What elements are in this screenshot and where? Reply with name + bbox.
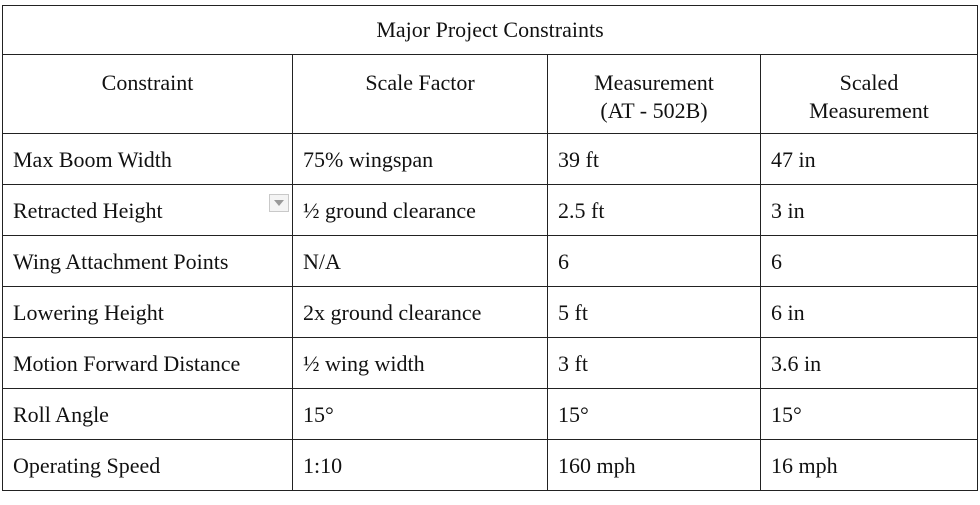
cell-scaled-measurement: 3 in [760,184,978,236]
cell-measurement: 15° [547,388,761,440]
header-measurement: Measurement (AT - 502B) [547,54,761,134]
table-row: Motion Forward Distance ½ wing width 3 f… [2,337,978,389]
cell-constraint: Retracted Height [2,184,293,236]
table-row: Lowering Height 2x ground clearance 5 ft… [2,286,978,338]
cell-constraint: Motion Forward Distance [2,337,293,389]
constraints-table-container: Major Project Constraints Constraint Sca… [2,5,978,491]
cell-scaled-measurement: 16 mph [760,439,978,491]
row-options-dropdown-icon[interactable] [269,194,289,212]
cell-measurement: 5 ft [547,286,761,338]
table-row: Max Boom Width 75% wingspan 39 ft 47 in [2,133,978,185]
cell-scaled-measurement: 3.6 in [760,337,978,389]
cell-scaled-measurement: 6 in [760,286,978,338]
table-title: Major Project Constraints [2,5,978,55]
table-row: Wing Attachment Points N/A 6 6 [2,235,978,287]
cell-scale-factor: 1:10 [292,439,548,491]
table-row: Retracted Height ½ ground clearance 2.5 … [2,184,978,236]
cell-constraint: Roll Angle [2,388,293,440]
table-title-row: Major Project Constraints [2,5,978,55]
cell-scale-factor: 15° [292,388,548,440]
table-header-row: Constraint Scale Factor Measurement (AT … [2,54,978,134]
cell-constraint: Operating Speed [2,439,293,491]
cell-measurement: 3 ft [547,337,761,389]
cell-scale-factor: N/A [292,235,548,287]
header-constraint: Constraint [2,54,293,134]
cell-measurement: 6 [547,235,761,287]
cell-scale-factor: ½ wing width [292,337,548,389]
table-row: Roll Angle 15° 15° 15° [2,388,978,440]
cell-scale-factor: ½ ground clearance [292,184,548,236]
cell-scale-factor: 2x ground clearance [292,286,548,338]
header-scaled-measurement: Scaled Measurement [760,54,978,134]
cell-constraint: Max Boom Width [2,133,293,185]
cell-measurement: 39 ft [547,133,761,185]
cell-scaled-measurement: 47 in [760,133,978,185]
cell-measurement: 2.5 ft [547,184,761,236]
cell-scaled-measurement: 15° [760,388,978,440]
cell-constraint: Wing Attachment Points [2,235,293,287]
header-scale-factor: Scale Factor [292,54,548,134]
cell-scale-factor: 75% wingspan [292,133,548,185]
cell-measurement: 160 mph [547,439,761,491]
constraints-table: Major Project Constraints Constraint Sca… [2,5,978,491]
table-row: Operating Speed 1:10 160 mph 16 mph [2,439,978,491]
cell-scaled-measurement: 6 [760,235,978,287]
cell-constraint: Lowering Height [2,286,293,338]
